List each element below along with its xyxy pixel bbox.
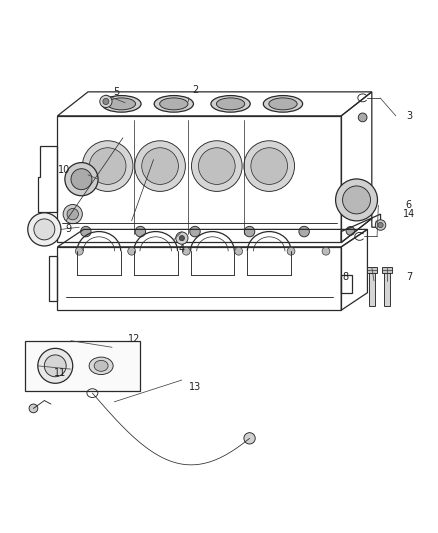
Bar [25,341,141,391]
Ellipse shape [154,95,194,112]
Circle shape [322,247,330,255]
Bar [382,268,392,273]
Text: 8: 8 [343,272,349,282]
Circle shape [142,148,178,184]
Ellipse shape [107,98,136,110]
Circle shape [191,141,242,191]
Circle shape [358,113,367,122]
Circle shape [287,247,295,255]
Text: 11: 11 [53,368,66,378]
Circle shape [128,247,136,255]
Circle shape [38,349,73,383]
Circle shape [235,247,243,255]
Ellipse shape [89,357,113,375]
Circle shape [71,169,92,190]
Circle shape [75,247,83,255]
Text: 13: 13 [189,382,201,392]
Ellipse shape [94,360,108,372]
Text: 12: 12 [127,334,140,344]
Circle shape [82,141,133,191]
Circle shape [89,148,126,184]
Text: 10: 10 [58,165,70,175]
Circle shape [176,232,188,244]
Circle shape [251,148,288,184]
Text: 5: 5 [113,87,120,97]
Ellipse shape [102,95,141,112]
Circle shape [299,227,309,237]
Circle shape [343,186,371,214]
Bar [384,273,390,306]
Circle shape [346,227,355,235]
Circle shape [244,227,255,237]
Circle shape [63,205,82,224]
Circle shape [100,95,112,108]
Circle shape [81,227,91,237]
Text: 7: 7 [406,272,412,282]
Circle shape [65,163,98,196]
Circle shape [135,227,146,237]
Text: 2: 2 [192,85,198,95]
Text: 3: 3 [406,111,412,121]
Ellipse shape [211,95,250,112]
Text: 9: 9 [65,224,71,235]
Ellipse shape [216,98,245,110]
Circle shape [179,236,184,241]
Ellipse shape [263,95,303,112]
Circle shape [44,355,66,377]
Circle shape [244,141,294,191]
Text: 4: 4 [179,244,185,254]
Circle shape [103,99,109,104]
Bar [369,273,375,306]
Circle shape [190,227,200,237]
Text: 14: 14 [403,209,415,219]
Circle shape [378,222,383,228]
Text: 6: 6 [406,200,412,211]
Bar [367,268,377,273]
Circle shape [29,404,38,413]
Circle shape [244,433,255,444]
Circle shape [182,247,190,255]
Circle shape [67,208,78,220]
Ellipse shape [269,98,297,110]
Circle shape [375,220,386,230]
Circle shape [34,219,55,240]
Ellipse shape [160,98,188,110]
Circle shape [336,179,378,221]
Circle shape [28,213,61,246]
Circle shape [135,141,185,191]
Circle shape [198,148,235,184]
